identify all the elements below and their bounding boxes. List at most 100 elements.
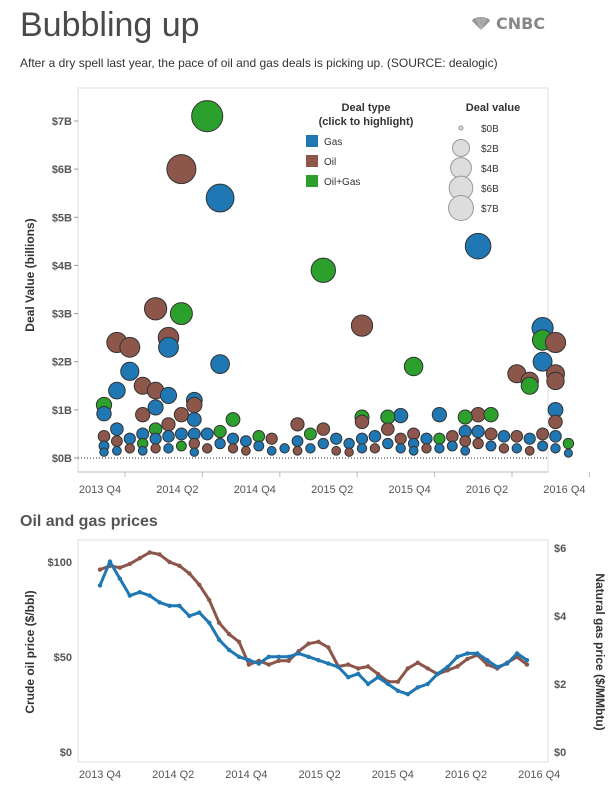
- deal-bubble[interactable]: [158, 336, 179, 358]
- deal-bubble[interactable]: [169, 302, 193, 326]
- oil-price-point: [375, 671, 381, 677]
- oil-price-point: [485, 662, 490, 667]
- deal-bubble[interactable]: [316, 422, 331, 436]
- deal-bubble[interactable]: [266, 445, 277, 456]
- deal-bubble[interactable]: [143, 297, 168, 321]
- legend-swatch-oil[interactable]: [306, 155, 318, 167]
- deal-bubble[interactable]: [421, 443, 432, 454]
- deal-bubble[interactable]: [484, 427, 498, 441]
- deal-bubble[interactable]: [497, 430, 511, 443]
- deal-bubble[interactable]: [108, 381, 126, 400]
- deal-bubble[interactable]: [483, 407, 499, 423]
- deal-bubble[interactable]: [317, 437, 329, 450]
- deal-bubble[interactable]: [162, 430, 175, 443]
- deal-bubble[interactable]: [381, 422, 395, 436]
- deal-bubble[interactable]: [510, 430, 524, 443]
- deal-bubble[interactable]: [241, 445, 251, 456]
- deal-bubble[interactable]: [175, 440, 187, 452]
- deal-bubble[interactable]: [369, 443, 381, 454]
- deal-bubble[interactable]: [532, 351, 553, 372]
- deal-bubble[interactable]: [520, 376, 539, 395]
- deal-bubble[interactable]: [200, 427, 214, 441]
- deal-bubble[interactable]: [310, 257, 336, 283]
- right-tick-label: $6: [554, 543, 566, 555]
- deal-bubble[interactable]: [354, 414, 370, 430]
- deal-bubble[interactable]: [524, 445, 535, 456]
- deal-bubble[interactable]: [279, 443, 290, 454]
- deal-bubble[interactable]: [408, 445, 419, 456]
- deal-bubble[interactable]: [563, 448, 573, 458]
- deal-bubble[interactable]: [431, 407, 448, 423]
- deal-bubble[interactable]: [356, 443, 368, 454]
- oil-price-point: [306, 641, 311, 646]
- deal-bubble[interactable]: [303, 427, 317, 441]
- deal-bubble[interactable]: [382, 437, 394, 450]
- deal-bubble[interactable]: [124, 443, 135, 454]
- gas-price-point: [316, 658, 321, 663]
- deal-bubble[interactable]: [137, 445, 148, 456]
- deal-bubble[interactable]: [191, 100, 224, 133]
- deal-bubble[interactable]: [205, 183, 235, 213]
- deal-bubble[interactable]: [472, 437, 484, 450]
- oil-price-point: [266, 662, 272, 667]
- deal-bubble[interactable]: [166, 154, 197, 185]
- deal-bubble[interactable]: [511, 443, 522, 454]
- legend-label: Oil+Gas: [324, 177, 360, 188]
- deal-bubble[interactable]: [147, 399, 164, 416]
- deal-bubble[interactable]: [173, 407, 190, 423]
- deal-bubble[interactable]: [344, 447, 354, 457]
- deal-bubble[interactable]: [189, 447, 199, 457]
- deal-bubble[interactable]: [523, 432, 536, 445]
- deal-bubble[interactable]: [464, 232, 492, 260]
- oil-price-point: [197, 582, 202, 587]
- deal-bubble[interactable]: [150, 443, 161, 454]
- legend-swatch-gas[interactable]: [306, 135, 318, 147]
- legend-swatch-oil-gas[interactable]: [306, 175, 318, 187]
- deal-bubble[interactable]: [548, 414, 563, 430]
- deal-bubble[interactable]: [213, 424, 227, 439]
- deal-bubble[interactable]: [537, 440, 549, 452]
- gas-price-point: [97, 583, 103, 588]
- deal-bubble[interactable]: [174, 427, 188, 441]
- deal-bubble[interactable]: [292, 445, 303, 456]
- deal-bubble[interactable]: [202, 443, 213, 454]
- deal-bubble[interactable]: [135, 407, 151, 423]
- deal-bubble[interactable]: [227, 443, 239, 454]
- deal-bubble[interactable]: [214, 437, 226, 450]
- deal-bubble[interactable]: [446, 440, 458, 452]
- deal-bubble[interactable]: [546, 371, 565, 391]
- deal-bubble[interactable]: [225, 412, 241, 427]
- deal-bubble[interactable]: [112, 445, 122, 456]
- oil-price-point: [246, 662, 252, 667]
- deal-bubble[interactable]: [330, 432, 343, 445]
- deal-bubble[interactable]: [536, 427, 550, 441]
- deal-bubble[interactable]: [550, 443, 561, 454]
- deal-bubble[interactable]: [210, 354, 230, 374]
- deal-bubble[interactable]: [403, 356, 424, 377]
- deal-bubble[interactable]: [485, 440, 497, 452]
- deal-bubble[interactable]: [460, 445, 471, 456]
- deal-bubble[interactable]: [96, 406, 112, 422]
- deal-bubble[interactable]: [290, 417, 305, 432]
- deal-bubble[interactable]: [498, 443, 510, 454]
- deal-bubble[interactable]: [253, 440, 265, 452]
- deal-bubble[interactable]: [395, 443, 406, 454]
- deal-bubble[interactable]: [368, 430, 382, 443]
- deal-bubble[interactable]: [350, 314, 374, 337]
- deal-bubble[interactable]: [331, 445, 342, 456]
- deal-bubble[interactable]: [159, 386, 178, 405]
- deal-bubble[interactable]: [434, 443, 445, 454]
- deal-bubble[interactable]: [457, 409, 473, 425]
- deal-bubble[interactable]: [471, 424, 485, 439]
- oil-price-point: [147, 550, 152, 555]
- deal-bubble[interactable]: [549, 430, 562, 443]
- deal-bubble[interactable]: [119, 336, 141, 358]
- deal-bubble[interactable]: [186, 412, 202, 427]
- deal-bubble[interactable]: [265, 432, 278, 445]
- deal-bubble[interactable]: [544, 331, 567, 354]
- deal-bubble[interactable]: [120, 361, 140, 381]
- deal-bubble[interactable]: [163, 443, 174, 454]
- deal-bubble[interactable]: [99, 447, 109, 457]
- deal-bubble[interactable]: [305, 443, 316, 454]
- legend-size-circle: [458, 125, 464, 131]
